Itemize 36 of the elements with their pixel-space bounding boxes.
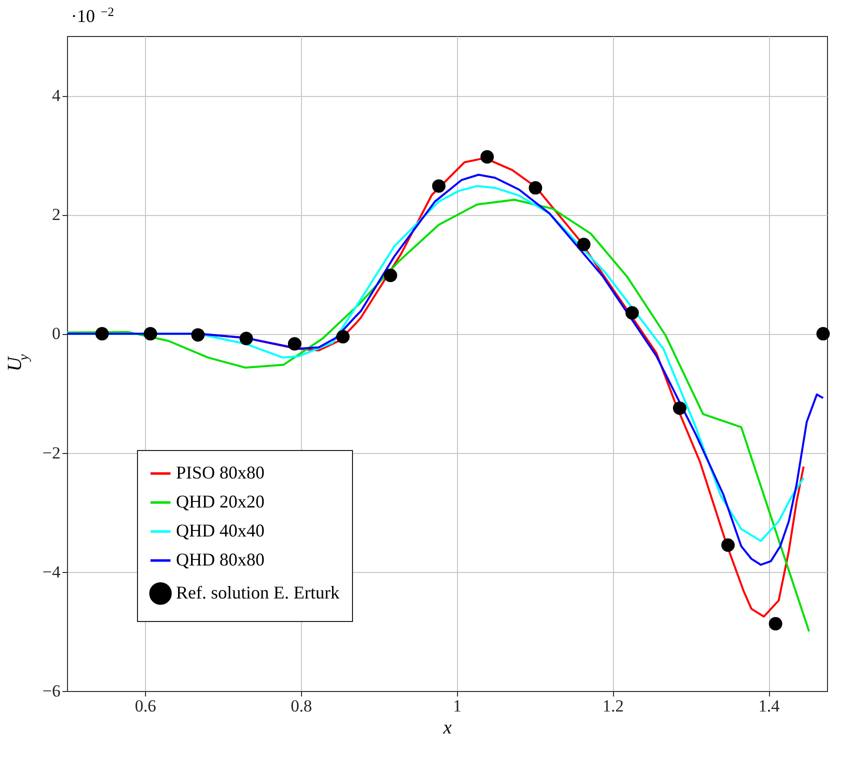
x-tick-label: 0.8 [290,696,312,716]
point [625,306,639,320]
y-tick-label: 4 [52,86,61,106]
point [384,268,398,282]
x-tick-label: 1.4 [758,696,780,716]
line-series [67,198,810,632]
point [336,330,350,344]
x-axis-title: x [442,718,452,738]
x-tick-label: 1.2 [602,696,624,716]
point [432,179,446,193]
y-axis-title: Uy [4,354,32,372]
y-tick-label: 0 [52,324,60,344]
text: ·10−2 [71,4,114,26]
point [816,327,830,340]
x-tick-label: 1 [452,696,462,716]
legend-label: QHD 20x20 [176,492,264,512]
point [768,617,782,630]
legend-label: Ref. solution E. Erturk [176,582,340,602]
point [672,401,686,415]
y-tick-label: −6 [42,682,60,700]
legend-label: QHD 40x40 [176,520,264,540]
point [528,181,542,195]
point [95,327,109,340]
point [191,328,205,342]
legend-label: PISO 80x80 [176,462,265,482]
x-tick-label: 0.6 [134,696,156,716]
point [144,327,158,340]
point [288,337,302,351]
point [240,332,253,346]
y-tick-label: −2 [42,443,60,462]
legend-label: QHD 80x80 [176,550,264,570]
point [577,238,591,252]
y-tick-label: −4 [42,562,61,582]
y-tick-label: 2 [52,205,60,224]
point [480,150,494,164]
point [721,538,735,552]
